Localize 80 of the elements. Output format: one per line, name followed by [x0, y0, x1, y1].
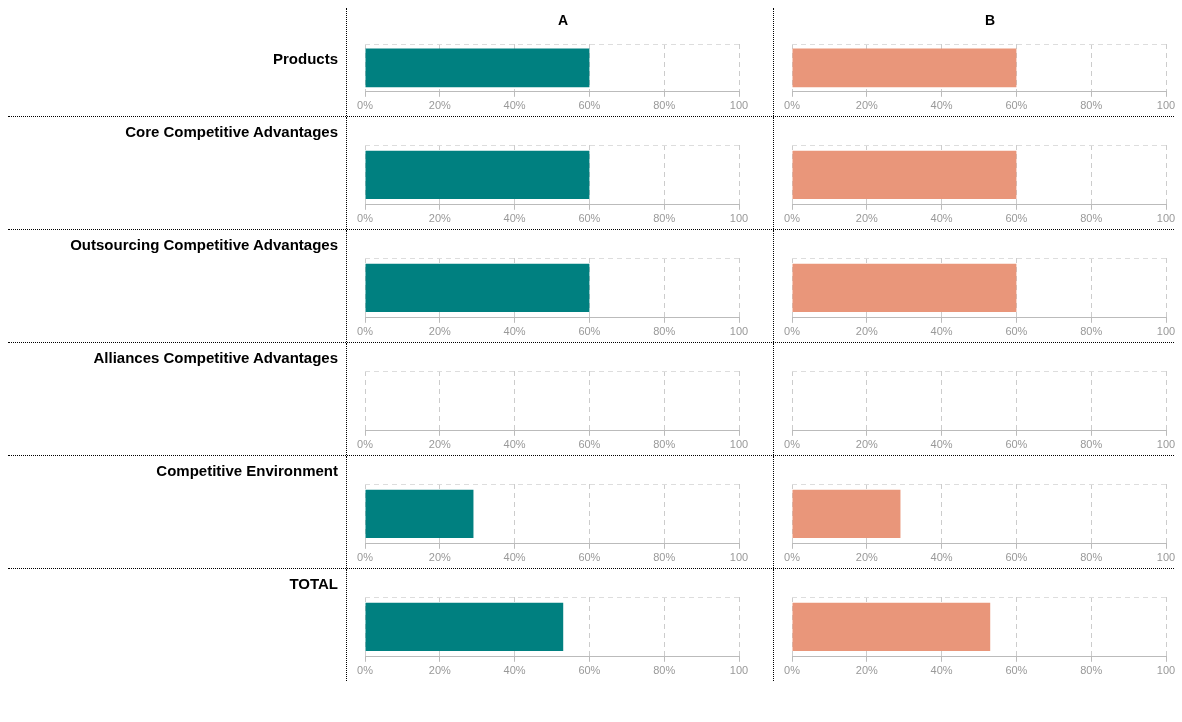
x-tick-label: 20%	[428, 438, 452, 451]
x-tick-label: 20%	[428, 551, 452, 564]
x-tick-label: 0%	[357, 438, 374, 451]
x-tick-label: 40%	[930, 664, 953, 677]
x-tick-label: 20%	[855, 664, 879, 677]
x-tick-label: 20%	[428, 99, 452, 112]
x-tick-label: 100	[729, 551, 749, 564]
x-tick-label: 80%	[653, 664, 676, 677]
x-tick-label: 60%	[578, 551, 601, 564]
x-tick-label: 0%	[357, 99, 374, 112]
x-tick-label: 40%	[930, 438, 953, 451]
x-tick-label: 100	[1156, 99, 1176, 112]
x-tick-label: 40%	[503, 438, 526, 451]
x-tick-label: 20%	[855, 99, 879, 112]
x-tick-label: 60%	[1005, 438, 1028, 451]
x-tick-label: 80%	[1080, 99, 1103, 112]
x-tick-label: 60%	[1005, 664, 1028, 677]
x-tick-label: 80%	[653, 99, 676, 112]
x-tick-label: 100	[729, 212, 749, 225]
x-tick-label: 40%	[503, 99, 526, 112]
x-tick-label: 0%	[784, 438, 801, 451]
x-tick-label: 100	[1156, 325, 1176, 338]
x-tick-label: 20%	[428, 212, 452, 225]
x-tick-label: 20%	[855, 325, 879, 338]
x-tick-label: 100	[1156, 212, 1176, 225]
x-tick-label: 0%	[357, 551, 374, 564]
x-tick-label: 60%	[578, 99, 601, 112]
chart-subtitle: A	[557, 12, 569, 28]
text: Core Competitive Advantages	[125, 123, 338, 140]
x-tick-label: 80%	[653, 212, 676, 225]
x-tick-label: 0%	[784, 99, 801, 112]
x-tick-label: 60%	[1005, 212, 1028, 225]
x-tick-label: 40%	[930, 325, 953, 338]
x-tick-label: 80%	[1080, 438, 1103, 451]
x-tick-label: 60%	[1005, 325, 1028, 338]
chart-subtitle: B	[984, 12, 996, 28]
x-tick-label: 80%	[1080, 212, 1103, 225]
x-tick-label: 100	[1156, 551, 1176, 564]
x-tick-label: 40%	[503, 325, 526, 338]
x-tick-label: 80%	[653, 551, 676, 564]
text: Outsourcing Competitive Advantages	[70, 236, 338, 253]
x-tick-label: 100	[729, 438, 749, 451]
x-tick-label: 60%	[578, 664, 601, 677]
x-tick-label: 40%	[930, 551, 953, 564]
x-tick-label: 0%	[784, 325, 801, 338]
x-tick-label: 40%	[930, 212, 953, 225]
x-tick-label: 0%	[784, 551, 801, 564]
x-tick-label: 60%	[1005, 99, 1028, 112]
x-tick-label: 100	[1156, 664, 1176, 677]
x-tick-label: 20%	[428, 325, 452, 338]
x-tick-label: 60%	[578, 438, 601, 451]
x-tick-label: 80%	[1080, 551, 1103, 564]
x-tick-label: 60%	[578, 325, 601, 338]
x-tick-label: 0%	[357, 212, 374, 225]
text: Alliances Competitive Advantages	[93, 349, 338, 366]
x-tick-label: 100	[729, 99, 749, 112]
x-tick-label: 80%	[653, 325, 676, 338]
x-tick-label: 40%	[503, 664, 526, 677]
x-tick-label: 40%	[930, 99, 953, 112]
chart-title: Products	[272, 50, 338, 67]
x-tick-label: 20%	[855, 212, 879, 225]
x-tick-label: 0%	[357, 664, 374, 677]
x-tick-label: 100	[729, 664, 749, 677]
x-tick-label: 0%	[357, 325, 374, 338]
x-tick-label: 80%	[653, 438, 676, 451]
x-tick-label: 40%	[503, 551, 526, 564]
x-tick-label: 0%	[784, 664, 801, 677]
chart-title: TOTAL	[289, 575, 338, 592]
x-tick-label: 20%	[855, 438, 879, 451]
x-tick-label: 60%	[1005, 551, 1028, 564]
chart-title: Competitive Environment	[156, 462, 338, 479]
x-tick-label: 20%	[428, 664, 452, 677]
x-tick-label: 80%	[1080, 325, 1103, 338]
x-tick-label: 40%	[503, 212, 526, 225]
x-tick-label: 100	[1156, 438, 1176, 451]
x-tick-label: 0%	[784, 212, 801, 225]
x-tick-label: 20%	[855, 551, 879, 564]
x-tick-label: 100	[729, 325, 749, 338]
x-tick-label: 80%	[1080, 664, 1103, 677]
x-tick-label: 60%	[578, 212, 601, 225]
